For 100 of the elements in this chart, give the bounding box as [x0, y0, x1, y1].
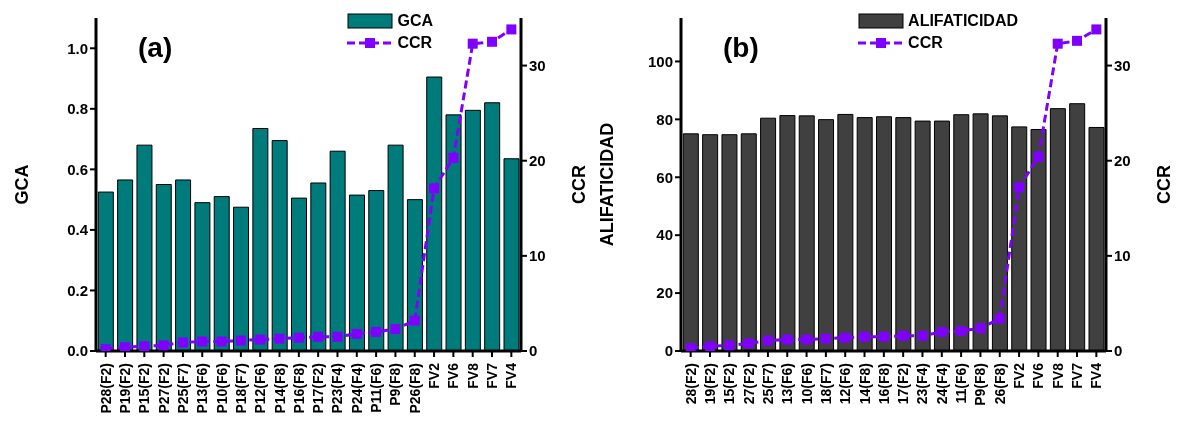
point [859, 331, 870, 342]
x-tick-label: FV6 [445, 362, 462, 389]
x-tick-label: FV4 [1088, 362, 1105, 389]
point [139, 341, 150, 351]
x-tick-label: P24(F4) [348, 363, 365, 414]
x-tick-label: P13(F6) [194, 363, 211, 414]
x-tick-label: 26(F8) [991, 363, 1008, 405]
point [704, 341, 715, 351]
point [390, 324, 401, 335]
y-tick-label: 40 [656, 226, 673, 244]
y-tick-label: 100 [647, 52, 673, 70]
point [313, 331, 324, 342]
point [1091, 24, 1102, 35]
legend-label: GCA [397, 12, 433, 30]
point [936, 326, 947, 337]
y-tick-label: 0.0 [67, 342, 88, 360]
x-tick-label: 24(F4) [933, 363, 950, 405]
y2-tick-label: 20 [1114, 152, 1131, 170]
point [371, 326, 382, 337]
y-tick-label: 0.6 [67, 160, 88, 178]
y-tick-label: 80 [656, 110, 673, 128]
x-tick-label: P19(F2) [116, 363, 133, 414]
x-tick-label: P9(F8) [972, 363, 989, 406]
y2-tick-label: 30 [529, 56, 546, 74]
point [820, 333, 831, 344]
x-tick-label: P18(F7) [232, 363, 249, 414]
point [293, 332, 304, 343]
point [743, 338, 754, 349]
x-tick-label: FV4 [503, 362, 520, 389]
point [255, 334, 266, 345]
x-tick-label: P9(F8) [387, 363, 404, 406]
point [332, 331, 343, 342]
x-tick-label: P11(F6) [368, 363, 385, 413]
text: (b) [723, 32, 759, 64]
x-tick-label: 28(F2) [682, 363, 699, 405]
point [448, 152, 459, 163]
legend-label: CCR [908, 34, 943, 52]
x-tick-label: P12(F6) [252, 363, 269, 414]
point [1072, 35, 1083, 46]
point [177, 337, 188, 348]
point [840, 332, 851, 343]
x-tick-label: FV8 [464, 362, 481, 389]
point [782, 334, 793, 345]
x-tick-label: P26(F8) [406, 363, 423, 414]
y-tick-label: 0.4 [67, 221, 89, 239]
x-tick-label: 12(F6) [837, 363, 854, 405]
x-tick-label: P14(F8) [271, 363, 288, 414]
x-tick-label: P28(F2) [97, 363, 114, 414]
y2-tick-label: 0 [529, 342, 538, 360]
x-tick-label: 15(F2) [721, 363, 738, 405]
x-tick-label: 11(F6) [953, 363, 970, 404]
x-tick-label: P16(F8) [290, 363, 307, 414]
point [898, 330, 909, 341]
x-tick-label: 10(F6) [798, 363, 815, 405]
x-tick-label: P25(F7) [174, 363, 191, 414]
y-tick-label: 0 [664, 342, 673, 360]
point [685, 343, 696, 351]
point [1033, 151, 1044, 162]
x-tick-label: 19(F2) [701, 363, 718, 405]
point [975, 323, 986, 334]
x-tick-label: 23(F4) [914, 363, 931, 405]
point [429, 183, 440, 194]
x-tick-label: FV6 [1030, 362, 1047, 389]
legend-label: CCR [397, 34, 433, 52]
legend-label: ALIFATICIDAD [908, 12, 1018, 30]
point [235, 335, 246, 346]
x-tick-label: P10(F6) [213, 363, 230, 414]
y-tick-label: 1.0 [67, 39, 88, 57]
y2-tick-label: 10 [529, 247, 546, 265]
y2-axis-title: CCR [1154, 165, 1175, 204]
x-tick-label: 17(F2) [895, 363, 912, 405]
y-tick-label: 0.8 [67, 100, 88, 118]
x-tick-label: P27(F2) [155, 363, 172, 414]
y-axis-title: GCA [12, 164, 33, 205]
point [506, 24, 517, 35]
y2-tick-label: 30 [1114, 56, 1131, 74]
x-tick-label: P15(F2) [136, 363, 153, 414]
x-tick-label: FV7 [1069, 362, 1086, 389]
point [216, 336, 227, 347]
point [724, 340, 735, 351]
x-tick-label: 18(F7) [817, 363, 834, 405]
point [119, 342, 130, 351]
x-tick-label: 25(F7) [759, 363, 776, 405]
point [956, 326, 967, 337]
y-tick-label: 0.2 [67, 281, 88, 299]
y-tick-label: 60 [656, 168, 673, 186]
x-tick-label: 14(F8) [856, 363, 873, 405]
x-tick-label: FV2 [1011, 362, 1028, 389]
point [351, 328, 362, 339]
point [487, 36, 498, 47]
x-tick-label: FV8 [1049, 362, 1066, 389]
point [878, 331, 889, 342]
point [917, 330, 928, 341]
x-tick-label: FV7 [484, 362, 501, 389]
y2-tick-label: 0 [1114, 342, 1123, 360]
point [274, 333, 285, 344]
x-tick-label: 16(F8) [875, 363, 892, 405]
x-tick-label: FV2 [426, 362, 443, 389]
y2-tick-label: 20 [529, 152, 546, 170]
point [409, 315, 420, 326]
